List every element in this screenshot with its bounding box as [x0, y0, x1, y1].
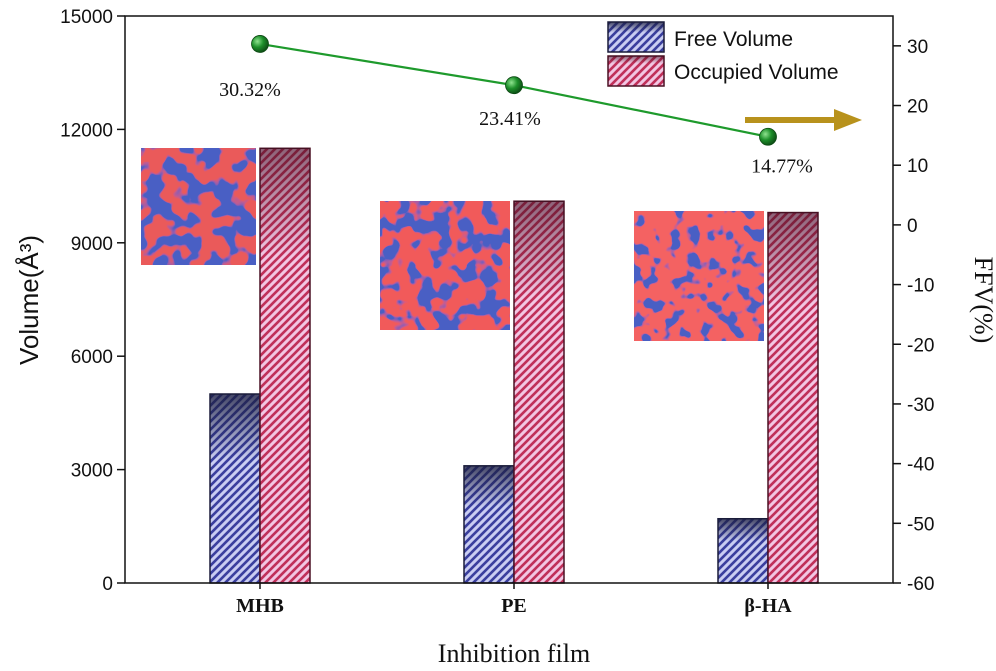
bar-free-volume-shade: [464, 465, 514, 583]
ffv-data-label: 30.32%: [219, 79, 281, 101]
ffv-marker: [251, 35, 269, 53]
y-tick-label: 15000: [60, 7, 113, 28]
bar-occupied-volume-shade: [260, 148, 310, 584]
y2-tick-label: 10: [907, 156, 928, 177]
y2-tick-label: -20: [907, 335, 934, 356]
y-axis-title: Volume(Å³): [14, 235, 44, 365]
bar-occupied-volume-shade: [768, 212, 818, 583]
y2-tick-label: 0: [907, 216, 918, 237]
bar-occupied-volume-shade: [514, 201, 564, 583]
y-tick-label: 6000: [71, 347, 113, 368]
plot-frame: [124, 15, 894, 584]
y2-tick-label: -50: [907, 514, 934, 535]
x-category-label: MHB: [236, 595, 284, 617]
ffv-marker: [759, 127, 777, 146]
y2-tick-label: 20: [907, 97, 928, 118]
legend-label-free: Free Volume: [674, 28, 793, 51]
y-tick-label: 0: [102, 574, 113, 595]
legend: Free Volume Occupied Volume: [607, 21, 839, 87]
inset-pe: [380, 201, 510, 330]
x-axis-title: Inhibition film: [438, 639, 590, 668]
y2-tick-label: -40: [907, 455, 934, 476]
y-tick-label: 3000: [71, 461, 113, 482]
right-axis-arrow-icon: [745, 109, 862, 131]
inset-mhb: [141, 148, 256, 265]
y2-tick-label: -60: [907, 574, 934, 595]
y-tick-label: 12000: [60, 120, 113, 141]
x-category-label: PE: [501, 595, 527, 617]
ffv-marker: [505, 76, 523, 95]
y2-tick-label: -10: [907, 276, 934, 297]
ffv-data-label: 14.77%: [751, 156, 813, 178]
legend-label-occupied: Occupied Volume: [674, 61, 839, 84]
x-category-label: β-HA: [744, 595, 792, 617]
y2-tick-label: -30: [907, 395, 934, 416]
y2-tick-label: 30: [907, 37, 928, 58]
ffv-data-label: 23.41%: [479, 108, 541, 130]
bar-free-volume-shade: [210, 394, 260, 583]
bar-free-volume-shade: [718, 518, 768, 583]
inset-bha: [634, 211, 764, 341]
y-tick-label: 9000: [71, 234, 113, 255]
y2-axis-title: FFV(%): [969, 257, 996, 344]
